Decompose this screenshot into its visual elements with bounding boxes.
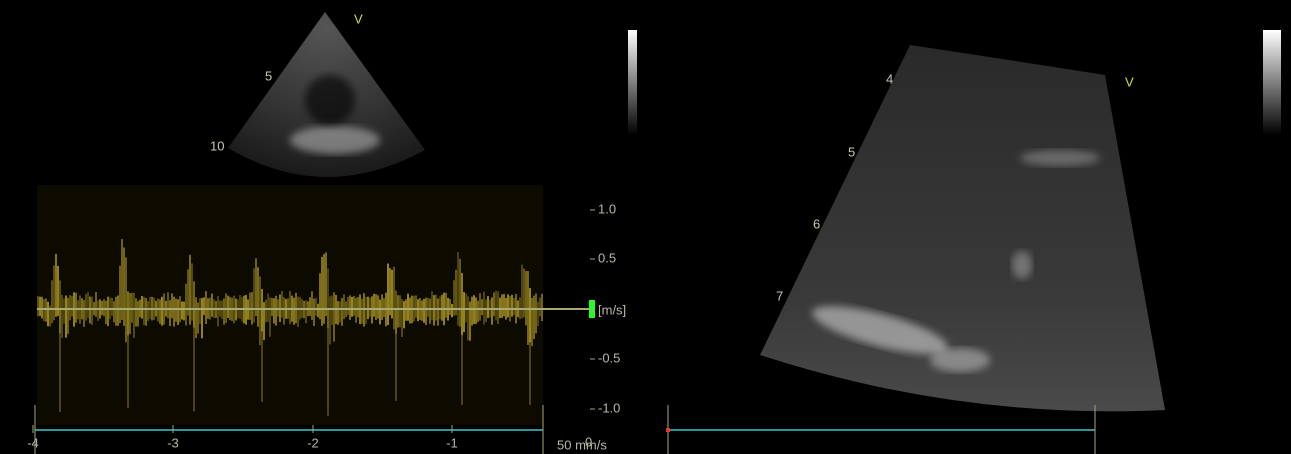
- time-label: -1: [446, 435, 458, 450]
- echo-structure: [812, 306, 948, 354]
- velocity-label: [m/s]: [598, 302, 626, 317]
- echo-structure: [1012, 251, 1032, 279]
- velocity-label: -0.5: [598, 350, 620, 365]
- depth-label: 7: [776, 288, 783, 303]
- doppler-spectrum: [37, 239, 543, 416]
- time-label: -3: [167, 435, 179, 450]
- velocity-label: 1.0: [598, 201, 616, 216]
- depth-label: 5: [265, 68, 272, 83]
- gray-scale-bar: [1263, 30, 1281, 135]
- time-label: -4: [27, 435, 39, 450]
- depth-label: 5: [848, 144, 855, 159]
- time-label: -2: [307, 435, 319, 450]
- echo-structure: [1020, 150, 1100, 166]
- baseline-marker: [589, 300, 595, 318]
- zero-label: 0: [585, 434, 592, 449]
- depth-label: 4: [886, 71, 893, 86]
- sweep-speed: 50 mm/s: [557, 437, 607, 452]
- echo-chamber: [305, 75, 355, 125]
- gray-scale-bar: [628, 30, 637, 135]
- velocity-label: 0.5: [598, 250, 616, 265]
- velocity-label: -1.0: [598, 400, 620, 415]
- echo-structure: [930, 348, 990, 372]
- sector-marker: V: [354, 11, 363, 26]
- depth-label: 10: [210, 138, 224, 153]
- depth-label: 6: [813, 216, 820, 231]
- cursor-marker: [666, 428, 670, 432]
- echo-structure: [290, 126, 380, 154]
- sector-marker: V: [1125, 74, 1134, 89]
